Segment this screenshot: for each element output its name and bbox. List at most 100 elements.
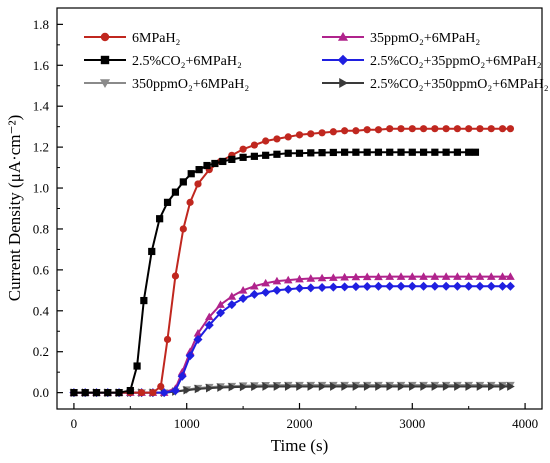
tick-layer: 0 1000 2000 3000 4000 0.0 0.2 0.4 0.6 0.8 1.0 1.2 1.… — [33, 17, 538, 431]
data-point — [419, 272, 428, 280]
data-point — [499, 382, 507, 391]
data-point — [228, 155, 236, 163]
data-point — [362, 272, 372, 281]
data-point — [374, 272, 383, 281]
data-point — [238, 294, 248, 304]
data-point — [170, 386, 180, 396]
x-tick-label: 1000 — [174, 416, 200, 431]
data-point — [273, 135, 281, 143]
data-point — [115, 389, 123, 397]
data-point — [431, 382, 440, 391]
data-point — [465, 382, 474, 391]
x-tick-label: 4000 — [512, 416, 538, 431]
data-point — [441, 281, 451, 291]
data-point — [219, 157, 227, 166]
data-point — [453, 125, 462, 133]
data-point — [464, 281, 474, 291]
data-point — [211, 159, 219, 168]
data-point — [318, 149, 326, 157]
data-point — [408, 148, 416, 156]
data-point — [341, 382, 349, 391]
legend-marker — [337, 54, 349, 66]
legend-item-5: 350ppmO₂+6MPaH₂ — [84, 77, 249, 92]
series-1 — [70, 125, 515, 397]
data-point — [317, 273, 327, 282]
series-4 — [69, 281, 515, 398]
data-point — [486, 272, 496, 280]
data-point — [341, 127, 349, 135]
data-point — [272, 285, 282, 295]
data-point — [204, 320, 214, 330]
data-point — [386, 125, 394, 133]
data-point — [498, 281, 508, 291]
data-point — [186, 198, 194, 206]
data-point — [351, 282, 361, 292]
data-point — [453, 272, 462, 280]
data-point — [177, 371, 187, 381]
data-point — [396, 281, 406, 291]
data-point — [374, 148, 383, 156]
data-point — [341, 148, 349, 156]
data-point — [420, 382, 428, 391]
data-point — [92, 389, 101, 397]
data-point — [506, 125, 515, 133]
data-point — [363, 382, 372, 391]
data-point — [148, 247, 156, 256]
data-point — [193, 328, 203, 337]
data-point — [187, 170, 195, 178]
data-point — [239, 153, 247, 161]
data-point — [157, 382, 165, 391]
y-axis-label: Current Density (μA·cm⁻²) — [5, 115, 24, 302]
y-tick-label: 0.0 — [33, 385, 49, 400]
data-point — [194, 180, 202, 188]
data-point — [454, 382, 462, 391]
data-point — [476, 382, 485, 391]
data-point — [465, 148, 473, 156]
data-point — [283, 284, 293, 294]
data-point — [193, 334, 203, 344]
data-point — [487, 125, 495, 133]
y-tick-label: 1.6 — [33, 58, 50, 73]
data-point — [272, 276, 282, 285]
data-point — [194, 384, 203, 394]
data-point — [306, 283, 316, 293]
data-point — [203, 161, 211, 170]
data-point — [498, 272, 507, 280]
data-point — [104, 389, 112, 397]
data-point — [249, 289, 259, 299]
data-point — [273, 382, 282, 391]
data-point — [307, 149, 315, 157]
data-point — [475, 272, 485, 280]
data-point — [375, 382, 383, 391]
x-tick-label: 2000 — [287, 416, 313, 431]
series-layer — [69, 125, 515, 398]
data-point — [328, 282, 338, 292]
data-point — [261, 287, 271, 297]
legend-item-3: 2.5%CO₂+6MPaH₂ — [84, 54, 242, 69]
legend-marker — [337, 31, 349, 41]
data-point — [352, 127, 360, 135]
data-point — [295, 131, 304, 139]
data-point — [419, 148, 428, 156]
data-point — [352, 148, 360, 156]
data-point — [227, 300, 237, 310]
data-point — [133, 362, 141, 370]
series-2 — [69, 272, 515, 396]
data-point — [126, 386, 134, 395]
y-tick-label: 0.2 — [33, 344, 49, 359]
data-point — [283, 275, 293, 284]
data-point — [431, 148, 439, 156]
data-point — [295, 149, 304, 157]
data-point — [179, 225, 187, 233]
x-axis-label: Time (s) — [271, 436, 328, 455]
y-tick-label: 1.8 — [33, 17, 49, 32]
data-point — [385, 281, 395, 291]
data-point — [386, 382, 395, 391]
legend-item-4: 2.5%CO₂+35ppmO₂+6MPaH₂ — [322, 54, 542, 69]
data-point — [430, 272, 440, 280]
legend-marker — [100, 55, 110, 65]
data-point — [217, 383, 225, 392]
legend-item-1: 6MPaH₂ — [84, 31, 181, 46]
legend-item-6: 2.5%CO₂+350ppmO₂+6MPaH₂ — [322, 77, 549, 92]
series-3 — [70, 148, 480, 397]
